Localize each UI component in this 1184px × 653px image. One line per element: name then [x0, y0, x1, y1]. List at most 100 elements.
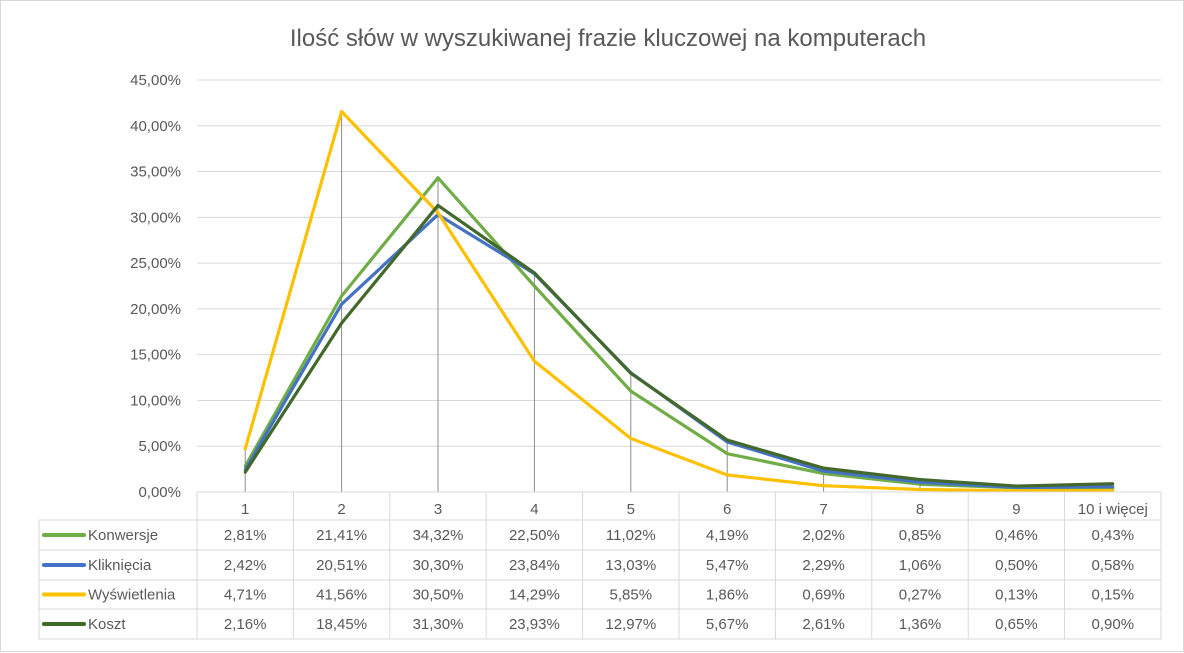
- y-tick-label: 35,00%: [130, 164, 181, 181]
- data-point: [532, 271, 536, 275]
- table-cell: 0,85%: [899, 527, 942, 544]
- data-point: [436, 176, 440, 180]
- data-point: [340, 294, 344, 298]
- table-cell: 0,65%: [995, 616, 1038, 633]
- gridlines: [197, 79, 1161, 447]
- table-cell: 4,19%: [706, 527, 749, 544]
- table-cell: 5,47%: [706, 557, 749, 574]
- data-point: [725, 452, 729, 456]
- x-tick-label: 10 i więcej: [1078, 501, 1148, 518]
- table-cell: 23,93%: [509, 616, 560, 633]
- table-cell: 2,81%: [224, 527, 267, 544]
- data-point: [725, 473, 729, 477]
- table-cell: 1,86%: [706, 587, 749, 604]
- table-cell: 34,32%: [413, 527, 464, 544]
- data-point: [532, 359, 536, 363]
- table-cell: 23,84%: [509, 557, 560, 574]
- y-tick-label: 15,00%: [130, 347, 181, 364]
- data-point: [436, 211, 440, 215]
- data-point: [918, 488, 922, 492]
- data-point: [1111, 482, 1115, 486]
- table-cell: 11,02%: [606, 527, 656, 544]
- series-line-konwersje: [243, 176, 1113, 490]
- data-point: [629, 436, 633, 440]
- data-point: [243, 447, 247, 451]
- data-point: [629, 371, 633, 375]
- table-cell: 5,85%: [610, 587, 653, 604]
- data-point: [822, 472, 826, 476]
- table-cell: 2,16%: [224, 616, 267, 633]
- table-cell: 18,45%: [316, 616, 367, 633]
- data-point: [1014, 484, 1018, 488]
- y-tick-label: 5,00%: [138, 438, 181, 455]
- x-tick-label: 6: [723, 501, 731, 518]
- data-table: 1 2 3 4 5 6 7 8 9 10 i więcej Konwersje 2,81% 21,41%…: [38, 491, 1162, 640]
- y-tick-label: 30,00%: [130, 209, 181, 226]
- data-point: [822, 469, 826, 473]
- data-point: [1111, 485, 1115, 489]
- x-tick-label: 5: [627, 501, 635, 518]
- table-cell: 0,46%: [995, 527, 1038, 544]
- series-line-koszt: [243, 203, 1113, 488]
- x-tick-label: 9: [1012, 501, 1020, 518]
- x-tick-label: 1: [241, 501, 249, 518]
- table-cell: 41,56%: [316, 587, 367, 604]
- drop-lines: [244, 111, 1114, 492]
- legend-label: Wyświetlenia: [88, 587, 176, 604]
- y-tick-label: 40,00%: [130, 118, 181, 135]
- x-tick-label: 3: [434, 501, 442, 518]
- data-point: [725, 438, 729, 442]
- table-cell: 0,58%: [1092, 557, 1135, 574]
- series-line-wyświetlenia: [243, 109, 1113, 493]
- table-cell: 13,03%: [605, 557, 656, 574]
- table-cell: 0,69%: [802, 587, 845, 604]
- table-cell: 30,50%: [413, 587, 464, 604]
- chart-title: Ilość słów w wyszukiwanej frazie kluczow…: [290, 25, 926, 52]
- x-tick-label: 2: [337, 501, 345, 518]
- table-cell: 2,29%: [802, 557, 845, 574]
- table-cell: 20,51%: [316, 557, 367, 574]
- data-point: [822, 466, 826, 470]
- table-cell: 31,30%: [413, 616, 464, 633]
- data-point: [1111, 489, 1115, 493]
- data-point: [243, 470, 247, 474]
- table-cell: 0,90%: [1092, 616, 1135, 633]
- table-cell: 2,42%: [224, 557, 267, 574]
- series-lines: [243, 109, 1115, 493]
- y-tick-label: 45,00%: [130, 72, 181, 89]
- data-point: [340, 302, 344, 306]
- table-cell: 12,97%: [605, 616, 656, 633]
- data-point: [918, 480, 922, 484]
- x-tick-label: 7: [819, 501, 827, 518]
- table-cell: 21,41%: [316, 527, 367, 544]
- table-cell: 22,50%: [509, 527, 560, 544]
- y-tick-label: 0,00%: [138, 484, 181, 501]
- data-point: [340, 109, 344, 113]
- table-cell: 2,02%: [802, 527, 845, 544]
- table-cell: 14,29%: [509, 587, 560, 604]
- x-tick-label: 4: [530, 501, 538, 518]
- legend-label: Konwersje: [88, 527, 158, 544]
- data-point: [918, 478, 922, 482]
- y-tick-label: 25,00%: [130, 255, 181, 272]
- table-cell: 2,61%: [802, 616, 845, 633]
- data-point: [822, 484, 826, 488]
- table-cell: 0,50%: [995, 557, 1038, 574]
- table-cell: 1,36%: [899, 616, 942, 633]
- table-cell: 1,06%: [899, 557, 942, 574]
- table-cell: 0,27%: [899, 587, 942, 604]
- data-point: [340, 321, 344, 325]
- table-cell: 0,43%: [1092, 527, 1135, 544]
- data-point: [629, 389, 633, 393]
- data-point: [532, 284, 536, 288]
- table-cell: 0,13%: [995, 587, 1038, 604]
- legend-label: Kliknięcia: [88, 557, 152, 574]
- table-cell: 0,15%: [1092, 587, 1135, 604]
- y-tick-label: 10,00%: [130, 392, 181, 409]
- legend-label: Koszt: [88, 616, 126, 633]
- y-tick-label: 20,00%: [130, 301, 181, 318]
- data-point: [436, 203, 440, 207]
- table-cell: 30,30%: [413, 557, 464, 574]
